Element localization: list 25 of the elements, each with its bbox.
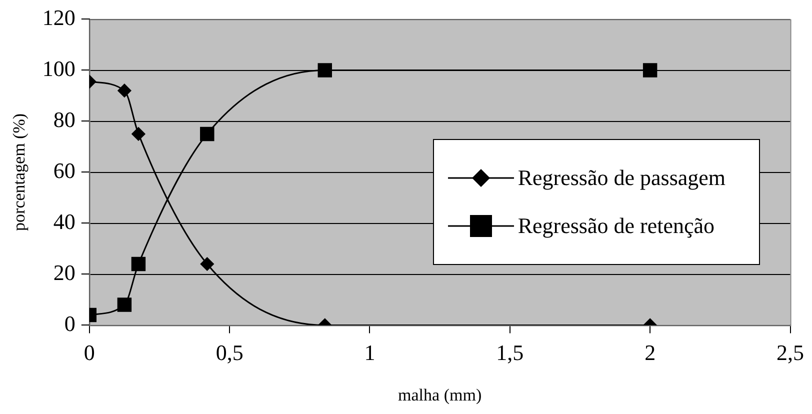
y-tick-label: 60 — [53, 158, 76, 183]
point — [132, 127, 146, 141]
x-tick-label: 0 — [84, 340, 95, 366]
point — [117, 298, 132, 312]
legend-label: Regressão de retenção — [518, 212, 714, 239]
y-tick-label: 40 — [53, 208, 76, 234]
point — [200, 257, 214, 271]
y-tick-label: 20 — [53, 260, 76, 285]
x-tick-label: 2 — [644, 340, 656, 366]
point — [642, 63, 658, 78]
x-tick-label: 1 — [364, 340, 376, 366]
y-tick-label: 0 — [64, 310, 76, 336]
x-tick-label: 0,5 — [216, 340, 244, 366]
point — [131, 256, 146, 272]
y-tick-label: 120 — [42, 4, 76, 30]
legend-label: Regressão de passagem — [518, 164, 726, 191]
x-axis-title: malha (mm) — [398, 385, 482, 404]
point — [200, 126, 214, 142]
point — [118, 84, 132, 98]
y-tick-label: 100 — [42, 56, 76, 81]
y-axis-title: porcentagem (%) — [10, 113, 29, 231]
x-tick-label: 1,5 — [496, 340, 524, 366]
point — [318, 63, 332, 78]
y-tick-label: 80 — [53, 106, 76, 132]
x-tick-label: 2,5 — [776, 340, 804, 366]
